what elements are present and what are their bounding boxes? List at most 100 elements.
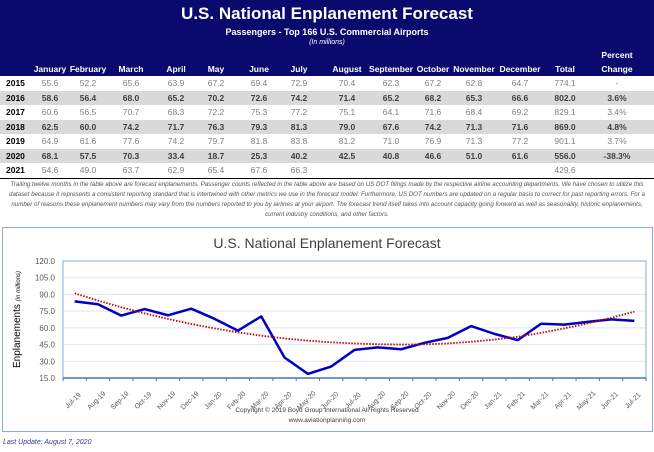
column-header: September: [369, 64, 413, 74]
y-tick-label: 90.0: [39, 290, 55, 299]
table-cell: 901.1: [554, 136, 576, 146]
table-cell: 774.1: [554, 78, 576, 88]
row-year: 2021: [6, 165, 25, 175]
y-axis-units: (in millions): [16, 271, 22, 301]
y-tick-label: 30.0: [39, 357, 55, 366]
table-cell: 69.2: [511, 107, 529, 117]
table-cell: 68.1: [41, 150, 59, 161]
table-cell: 74.2: [167, 136, 185, 146]
x-tick-label: Sep-19: [110, 390, 131, 411]
row-year: 2019: [6, 136, 25, 146]
table-cell: 3.6%: [607, 92, 627, 103]
page-title: U.S. National Enplanement Forecast: [181, 4, 473, 23]
row-year: 2017: [6, 107, 25, 117]
table-cell: 67.6: [382, 121, 400, 132]
table-cell: 51.0: [465, 150, 483, 161]
table-cell: 55.6: [41, 78, 59, 88]
table-cell: 74.2: [424, 121, 442, 132]
trend-line: [74, 292, 635, 346]
table-cell: 54.6: [41, 165, 59, 175]
row-year: 2016: [6, 92, 25, 103]
column-header: Total: [555, 64, 575, 74]
table-cell: 70.2: [207, 92, 225, 103]
line-chart: U.S. National Enplanement Forecast 15.0 30…: [12, 235, 647, 424]
row-year: 2018: [6, 121, 25, 132]
table-cell: 81.3: [290, 121, 308, 132]
column-header: December: [499, 64, 541, 74]
table-cell: 74.2: [290, 92, 308, 103]
column-header: February: [69, 64, 107, 74]
column-header: November: [453, 64, 495, 74]
x-tick-label: Dec-20: [460, 390, 481, 411]
column-header-percent-change: Percent: [601, 50, 633, 60]
enplanements-line: [74, 300, 635, 376]
table-cell: 829.1: [554, 107, 576, 117]
table-row: 2015 55.6 52.2 65.6 63.9 67.2 69.4 72.9 70.4 62.3…: [0, 76, 654, 91]
table-cell: 74.2: [122, 121, 140, 132]
table-cell: 65.6: [122, 78, 140, 88]
table-cell: 62.8: [465, 78, 483, 88]
x-tick-label: Oct-19: [134, 391, 154, 411]
y-tick-label: 45.0: [39, 341, 55, 350]
table-cell: 61.6: [511, 150, 529, 161]
table-cell: 869.0: [554, 121, 576, 132]
y-tick-label: 15.0: [39, 374, 55, 383]
table-cell: 71.3: [465, 136, 483, 146]
row-year: 2015: [6, 78, 25, 88]
website-text: www.aviationplanning.com: [288, 417, 366, 424]
table-cell: 79.7: [207, 136, 225, 146]
x-tick-label: Jun-21: [600, 391, 620, 411]
table-cell: 56.5: [79, 107, 97, 117]
x-tick-label: Aug-19: [86, 390, 107, 411]
table-cell: 58.6: [41, 92, 59, 103]
table-cell: 67.2: [424, 78, 442, 88]
page-subtitle: Passengers - Top 166 U.S. Commercial Air…: [225, 27, 429, 37]
table-cell: 83.8: [290, 136, 308, 146]
table-row: 2017 60.6 56.5 70.7 68.3 72.2 75.3 77.2 75.1 64.1…: [0, 105, 654, 120]
table-cell: 77.2: [511, 136, 529, 146]
column-header-percent-change: Change: [601, 64, 633, 74]
table-cell: 66.6: [511, 92, 529, 103]
table-cell: 62.9: [167, 165, 185, 175]
table-cell: 3.4%: [607, 107, 627, 117]
copyright-text: Copyright © 2019 Boyd Group Internationa…: [235, 406, 419, 414]
table-cell: 75.1: [338, 107, 356, 117]
table-cell: 49.0: [79, 165, 97, 175]
row-year: 2020: [6, 150, 25, 161]
table-cell: 77.6: [122, 136, 140, 146]
x-tick-label: Jul-19: [64, 392, 83, 411]
table-cell: 71.0: [382, 136, 400, 146]
table-cell: 61.6: [79, 136, 97, 146]
x-tick-label: Jul-21: [624, 392, 643, 411]
table-cell: 70.7: [122, 107, 140, 117]
table-cell: 65.2: [167, 92, 185, 103]
table-cell: 75.3: [250, 107, 268, 117]
column-header: March: [118, 64, 144, 74]
x-tick-label: Dec-19: [180, 390, 201, 411]
y-tick-label: 120.0: [35, 257, 56, 266]
table-cell: 79.0: [338, 121, 356, 132]
table-cell: 57.5: [79, 150, 97, 161]
column-header: April: [166, 64, 186, 74]
table-cell: 71.6: [511, 121, 529, 132]
x-tick-label: Feb-21: [506, 391, 527, 412]
x-tick-label: Nov-20: [436, 390, 457, 411]
table-cell: 79.3: [250, 121, 268, 132]
table-cell: 81.8: [250, 136, 268, 146]
table-cell: 52.2: [79, 78, 97, 88]
table-cell: 64.1: [382, 107, 400, 117]
table-cell: 3.7%: [607, 136, 627, 146]
methodology-note: Trailing twelve months in the table abov…: [9, 181, 645, 218]
table-cell: 71.7: [167, 121, 185, 132]
y-tick-label: 105.0: [35, 274, 56, 283]
table-cell: 63.7: [122, 165, 140, 175]
table-cell: 56.4: [79, 92, 97, 103]
table-cell: 71.6: [424, 107, 442, 117]
table-cell: 65.2: [382, 92, 400, 103]
table-cell: 72.9: [290, 78, 308, 88]
table-cell: 40.2: [290, 150, 308, 161]
table-cell: 67.2: [207, 78, 225, 88]
table-cell: 65.4: [207, 165, 225, 175]
column-header: July: [290, 64, 308, 74]
table-cell: 70.4: [338, 78, 356, 88]
